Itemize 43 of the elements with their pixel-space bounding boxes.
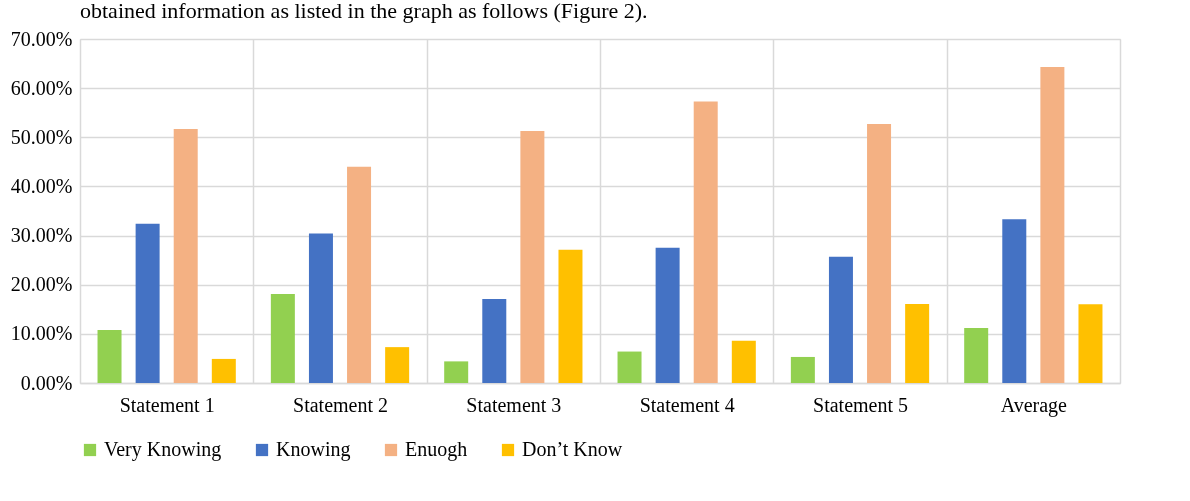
bar <box>173 128 198 383</box>
y-tick-label: 10.00% <box>10 322 73 345</box>
bar <box>347 166 372 383</box>
y-tick-label: 50.00% <box>10 125 73 148</box>
x-tick-label: Statement 4 <box>639 393 735 416</box>
bar <box>1078 304 1103 383</box>
y-tick-label: 30.00% <box>10 224 73 247</box>
y-tick-label: 40.00% <box>10 174 73 197</box>
bar <box>867 124 892 383</box>
bar <box>828 256 853 383</box>
bar <box>655 247 680 383</box>
bar <box>617 351 642 383</box>
bar <box>270 294 295 383</box>
bar <box>558 249 583 383</box>
bar <box>1002 219 1027 383</box>
bar <box>731 340 756 383</box>
bar <box>790 356 815 383</box>
x-tick-label: Statement 5 <box>813 393 908 416</box>
bar <box>964 327 989 383</box>
text: obtained information as listed in the graph as follows (Figure 2). <box>80 0 648 23</box>
bar <box>1040 67 1065 383</box>
bar <box>385 347 410 383</box>
x-tick-label: Statement 3 <box>466 393 562 416</box>
x-tick-label: Average <box>1000 393 1068 417</box>
legend-label: Very Knowing <box>104 438 222 461</box>
x-tick-label: Statement 2 <box>293 393 388 416</box>
bar <box>444 361 469 383</box>
bar <box>308 233 333 383</box>
bar <box>520 130 545 383</box>
y-tick-label: 0.00% <box>20 371 73 394</box>
legend-label: Knowing <box>276 438 351 461</box>
bar <box>97 329 122 383</box>
x-tick-label: Statement 1 <box>119 393 215 416</box>
y-tick-label: 60.00% <box>10 76 73 99</box>
y-tick-label: 20.00% <box>10 273 73 296</box>
bar <box>135 223 160 383</box>
legend-label: Don’t Know <box>522 438 623 460</box>
bar <box>482 298 507 383</box>
y-tick-label: 70.00% <box>10 27 73 50</box>
bar <box>905 303 930 383</box>
bar <box>693 101 718 383</box>
legend-label: Enuogh <box>405 438 468 461</box>
bar <box>211 358 236 383</box>
